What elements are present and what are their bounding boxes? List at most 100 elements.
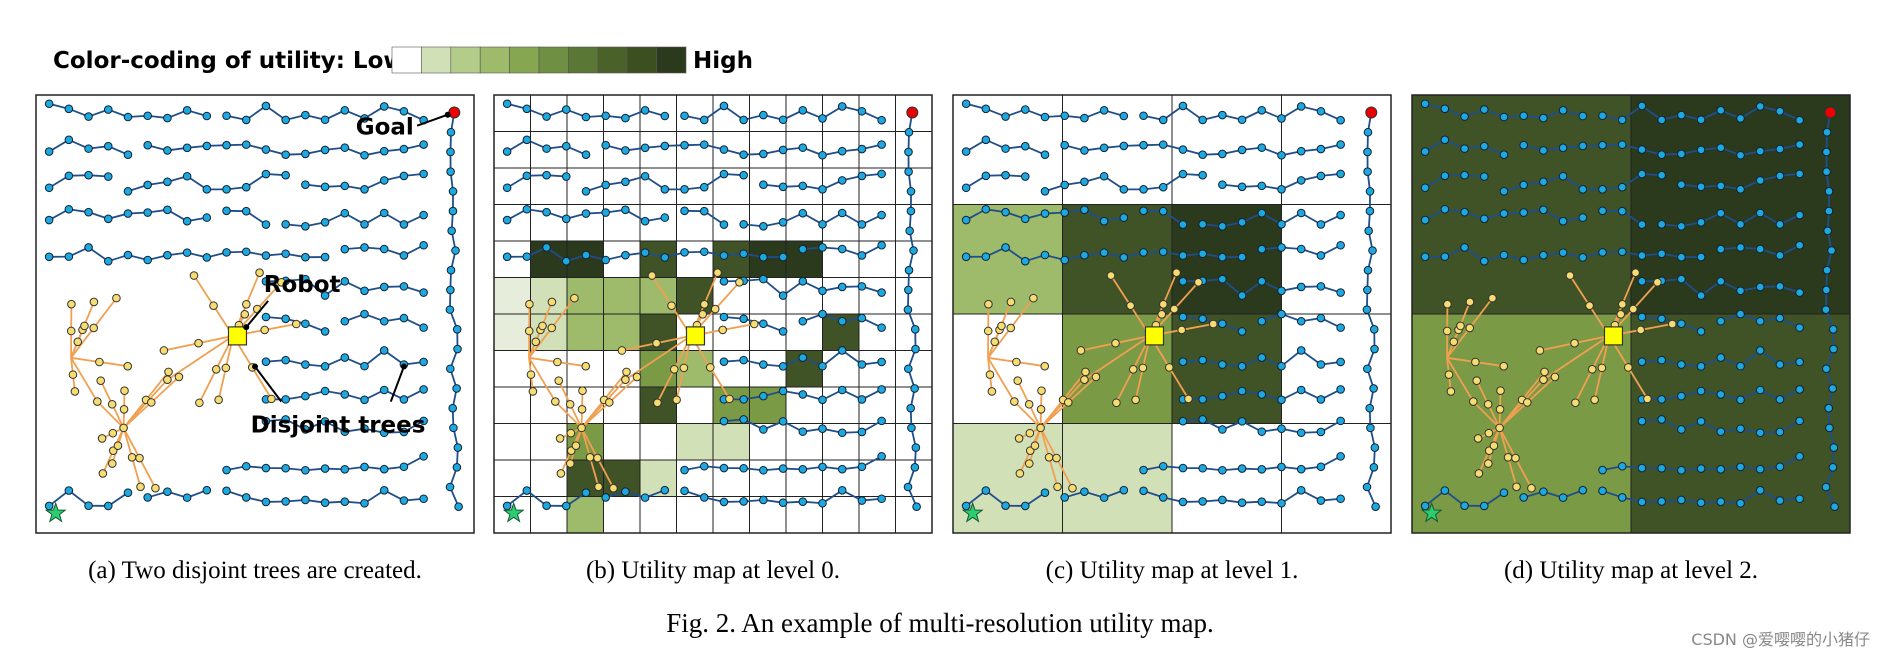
tree-node <box>1775 427 1785 437</box>
tree-node <box>679 363 689 373</box>
panel-border <box>952 94 1392 534</box>
tree-node <box>1068 483 1077 493</box>
tree-node <box>1442 326 1452 336</box>
tree-node <box>561 501 571 511</box>
tree-node <box>698 310 708 319</box>
panel: Goal Robot Disjoint trees <box>35 94 475 534</box>
tree-node <box>1178 463 1188 473</box>
tree-node <box>818 424 827 434</box>
tree-node <box>837 346 847 355</box>
tree-node <box>448 206 458 216</box>
tree-node <box>340 497 350 506</box>
legend-swatch <box>509 46 540 74</box>
tree-node <box>399 496 409 505</box>
tree-node <box>857 313 867 323</box>
tree-node <box>1716 105 1726 115</box>
tree-node <box>798 277 808 286</box>
tree-node <box>1015 469 1025 478</box>
tree-node <box>1198 463 1207 473</box>
tree-node <box>241 206 251 216</box>
tree-node <box>103 105 113 114</box>
tree-node <box>1499 186 1509 196</box>
tree-node <box>1316 171 1326 181</box>
tree-node <box>1037 386 1046 396</box>
utility-cell <box>567 496 604 533</box>
tree-node <box>617 346 627 355</box>
tree-node <box>320 217 330 227</box>
utility-cell <box>1062 423 1172 533</box>
tree-node <box>1677 360 1686 369</box>
tree-node <box>1696 498 1706 508</box>
utility-cell <box>953 204 1063 314</box>
tree-node <box>1020 172 1030 181</box>
tree-node <box>699 247 709 257</box>
utility-cell <box>676 423 713 460</box>
tree-node <box>64 252 74 261</box>
tree-node <box>1755 244 1765 254</box>
tree-node <box>1598 140 1607 150</box>
tree-node <box>1296 316 1306 326</box>
tree-node <box>44 252 54 262</box>
tree-node <box>672 395 681 405</box>
tree-node <box>1822 265 1832 275</box>
tree-node <box>1296 102 1306 111</box>
tree-node <box>1218 495 1227 505</box>
tree-node <box>961 147 971 156</box>
tree-node <box>320 362 330 371</box>
tree-node <box>660 253 670 262</box>
tree-node <box>1001 501 1010 510</box>
tree-node <box>759 495 768 505</box>
tree-node <box>163 177 172 187</box>
tree-node <box>719 357 729 366</box>
tree-node <box>419 210 428 220</box>
tree-node <box>1178 251 1188 260</box>
tree-node <box>1522 398 1532 407</box>
tree-node <box>601 180 610 190</box>
tree-node <box>1257 427 1267 436</box>
tree-node <box>1080 250 1089 260</box>
tree-node <box>1456 321 1465 331</box>
legend-swatch <box>391 46 422 74</box>
tree-edge <box>965 174 1026 189</box>
tree-node <box>1336 357 1345 367</box>
tree-node <box>542 112 551 121</box>
tree-node <box>1755 385 1765 395</box>
tree-node <box>89 323 99 333</box>
tree-node <box>640 106 650 115</box>
tree-node <box>571 441 581 451</box>
tree-node <box>1158 182 1168 192</box>
tree-node <box>267 394 276 404</box>
tree-node <box>399 282 409 291</box>
tree-node <box>1637 497 1647 507</box>
tree-node <box>1198 355 1207 365</box>
tree-node <box>1080 146 1089 155</box>
tree-node <box>561 214 571 224</box>
tree-node <box>739 355 748 365</box>
tree-node <box>1099 248 1109 257</box>
tree-node <box>107 459 117 468</box>
tree-node <box>877 210 886 220</box>
tree-node <box>44 215 54 225</box>
tree-node <box>739 115 748 125</box>
tree-node <box>1736 462 1745 472</box>
tree-node <box>360 184 369 194</box>
tree-node <box>910 325 920 334</box>
tree-node <box>903 482 913 492</box>
tree-node <box>399 251 409 260</box>
tree-node <box>449 423 458 433</box>
tree-node <box>1775 171 1785 181</box>
tree-node <box>360 424 369 434</box>
tree-node <box>1119 213 1129 222</box>
tree-node <box>1316 462 1326 472</box>
tree-node <box>601 255 610 265</box>
tree-node <box>379 385 389 395</box>
tree-node <box>260 325 269 335</box>
tree-node <box>719 145 729 154</box>
tree-node <box>1795 385 1804 394</box>
tree-node <box>502 252 512 262</box>
tree-node <box>211 365 221 374</box>
tree-node <box>1598 248 1607 257</box>
tree-node <box>502 147 512 156</box>
tree-node <box>1535 346 1545 355</box>
tree-node <box>556 469 566 478</box>
